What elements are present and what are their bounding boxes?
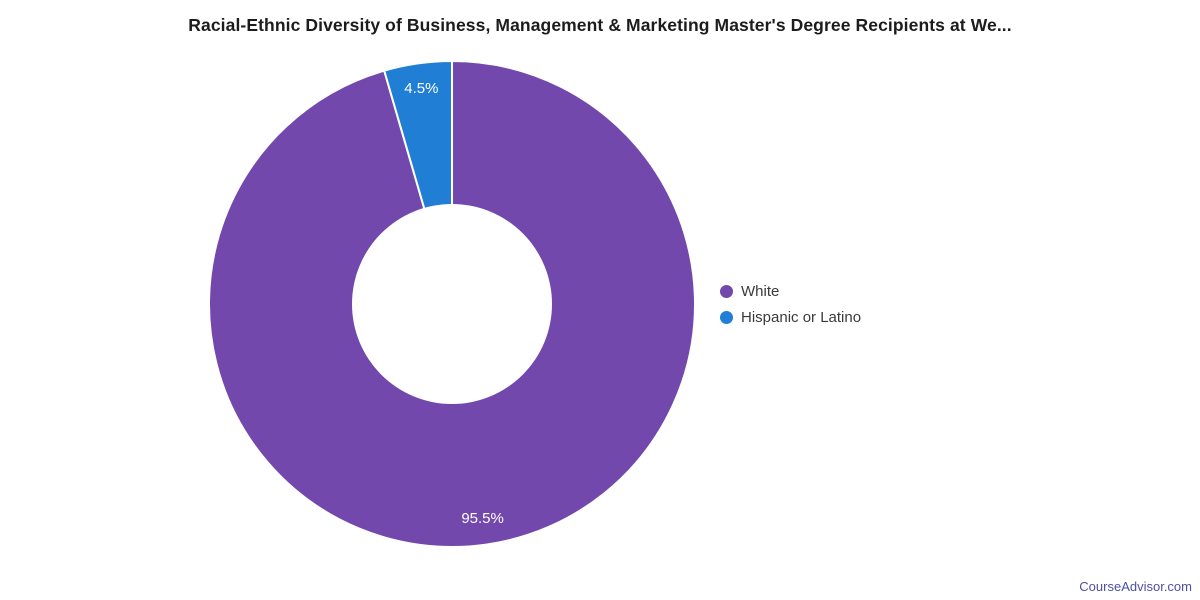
donut-chart: 95.5% 4.5% (208, 60, 696, 548)
donut-hole (352, 204, 552, 404)
legend: White Hispanic or Latino (720, 278, 861, 330)
legend-marker-white-icon (720, 284, 733, 298)
legend-label-hispanic-or-latino: Hispanic or Latino (741, 308, 862, 326)
legend-marker-hispanic-or-latino-icon (720, 310, 733, 324)
data-label-white: 95.5% (461, 510, 504, 527)
courseadvisor-watermark-link[interactable]: CourseAdvisor.com (1079, 579, 1192, 594)
chart-title: Racial-Ethnic Diversity of Business, Man… (188, 15, 1012, 35)
legend-item-white[interactable]: White (720, 278, 861, 304)
data-label-hispanic-or-latino: 4.5% (404, 80, 438, 97)
legend-label-white: White (741, 282, 780, 300)
legend-item-hispanic-or-latino[interactable]: Hispanic or Latino (720, 304, 861, 330)
